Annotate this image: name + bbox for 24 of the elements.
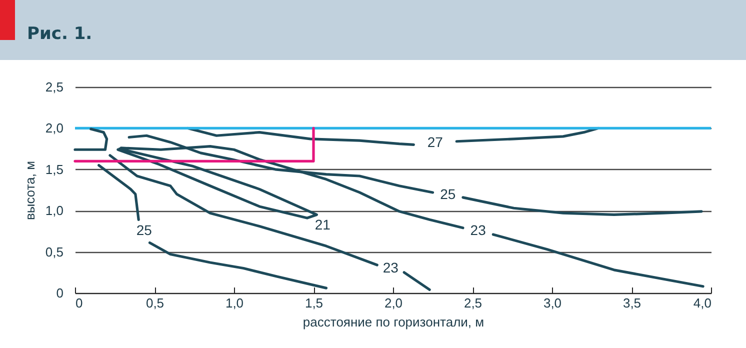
y-tick-label: 0,5 bbox=[45, 244, 64, 260]
chart-title: Рис. 1. bbox=[27, 24, 92, 44]
x-tick-label: 0 bbox=[76, 296, 83, 310]
y-tick-label: 1,0 bbox=[45, 203, 64, 218]
y-tick-label: 0 bbox=[56, 286, 64, 300]
x-tick-label: 2,5 bbox=[464, 296, 482, 310]
y-tick-label: 1,5 bbox=[45, 162, 64, 177]
series-label: 25 bbox=[440, 186, 456, 202]
series-label: 23 bbox=[382, 260, 399, 276]
x-tick-label: 1,0 bbox=[225, 296, 244, 310]
x-tick-label: 2,0 bbox=[384, 296, 403, 310]
series-label: 27 bbox=[427, 134, 444, 150]
y-tick-label: 2,0 bbox=[45, 120, 64, 136]
series-label: 25 bbox=[136, 222, 152, 238]
series-label: 21 bbox=[314, 216, 331, 233]
x-tick-label: 4,0 bbox=[693, 296, 712, 310]
series-label: 23 bbox=[470, 222, 486, 238]
x-axis-title: расстояние по горизонтали, м bbox=[302, 314, 484, 330]
y-axis-title: высота, м bbox=[22, 160, 38, 220]
x-tick-label: 3,5 bbox=[622, 296, 642, 310]
x-tick-label: 0,5 bbox=[146, 296, 164, 310]
y-tick-label: 2,5 bbox=[45, 80, 64, 94]
x-tick-label: 1,5 bbox=[304, 296, 324, 310]
x-tick-label: 3,0 bbox=[543, 296, 562, 310]
